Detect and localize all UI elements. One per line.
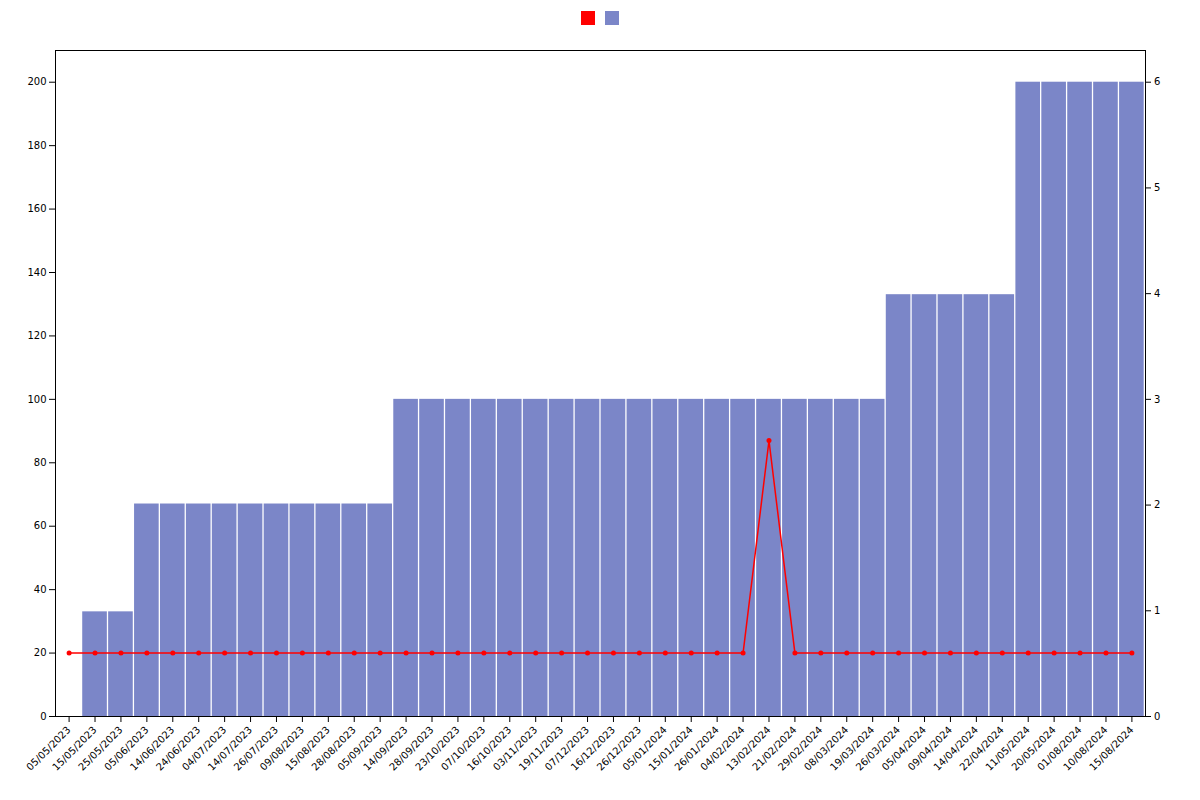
svg-text:1: 1 — [1154, 605, 1160, 616]
svg-text:04/02/2024: 04/02/2024 — [698, 724, 747, 773]
svg-text:10/08/2024: 10/08/2024 — [1061, 724, 1110, 773]
svg-text:26/07/2023: 26/07/2023 — [231, 724, 281, 773]
svg-text:6: 6 — [1154, 76, 1160, 87]
svg-text:80: 80 — [34, 457, 47, 468]
svg-text:21/02/2024: 21/02/2024 — [750, 724, 799, 773]
svg-text:07/12/2023: 07/12/2023 — [542, 724, 592, 773]
svg-text:0: 0 — [40, 711, 46, 722]
svg-text:180: 180 — [27, 140, 46, 151]
svg-text:09/04/2024: 09/04/2024 — [905, 724, 955, 773]
svg-text:28/09/2023: 28/09/2023 — [387, 724, 436, 773]
svg-text:08/03/2024: 08/03/2024 — [801, 724, 851, 773]
svg-text:11/05/2024: 11/05/2024 — [983, 724, 1032, 773]
svg-text:0: 0 — [1154, 711, 1160, 722]
svg-text:29/02/2024: 29/02/2024 — [776, 724, 825, 773]
svg-text:03/11/2023: 03/11/2023 — [490, 724, 540, 773]
svg-text:120: 120 — [27, 330, 46, 341]
svg-text:200: 200 — [27, 76, 46, 87]
svg-text:19/03/2024: 19/03/2024 — [827, 724, 877, 773]
svg-text:19/11/2023: 19/11/2023 — [516, 724, 566, 773]
svg-text:14/09/2023: 14/09/2023 — [361, 724, 410, 773]
svg-text:15/08/2023: 15/08/2023 — [283, 724, 332, 773]
svg-text:05/04/2024: 05/04/2024 — [879, 724, 929, 773]
svg-text:26/03/2024: 26/03/2024 — [853, 724, 903, 773]
svg-text:100: 100 — [27, 394, 46, 405]
svg-text:60: 60 — [34, 520, 47, 531]
svg-text:40: 40 — [34, 584, 47, 595]
svg-text:5: 5 — [1154, 182, 1160, 193]
svg-text:2: 2 — [1154, 499, 1160, 510]
svg-text:15/08/2024: 15/08/2024 — [1087, 724, 1136, 773]
svg-text:25/05/2023: 25/05/2023 — [76, 724, 125, 773]
svg-text:05/06/2023: 05/06/2023 — [102, 724, 151, 773]
svg-text:28/08/2023: 28/08/2023 — [309, 724, 358, 773]
svg-text:4: 4 — [1154, 288, 1160, 299]
svg-text:13/02/2024: 13/02/2024 — [724, 724, 773, 773]
svg-text:22/04/2024: 22/04/2024 — [957, 724, 1006, 773]
svg-text:16/12/2023: 16/12/2023 — [568, 724, 618, 773]
svg-text:3: 3 — [1154, 394, 1160, 405]
svg-text:01/08/2024: 01/08/2024 — [1035, 724, 1084, 773]
svg-text:05/01/2024: 05/01/2024 — [620, 724, 669, 773]
svg-text:14/07/2023: 14/07/2023 — [205, 724, 255, 773]
svg-text:140: 140 — [27, 267, 46, 278]
svg-text:24/06/2023: 24/06/2023 — [153, 724, 203, 773]
svg-text:05/05/2023: 05/05/2023 — [24, 724, 73, 773]
svg-text:14/04/2024: 14/04/2024 — [931, 724, 980, 773]
svg-text:20: 20 — [34, 647, 47, 658]
svg-text:07/10/2023: 07/10/2023 — [439, 724, 488, 773]
svg-text:14/06/2023: 14/06/2023 — [127, 724, 177, 773]
svg-text:16/10/2023: 16/10/2023 — [464, 724, 514, 773]
svg-text:20/05/2024: 20/05/2024 — [1009, 724, 1058, 773]
svg-text:04/07/2023: 04/07/2023 — [179, 724, 229, 773]
svg-text:15/05/2023: 15/05/2023 — [50, 724, 99, 773]
svg-text:15/01/2024: 15/01/2024 — [646, 724, 695, 773]
svg-text:23/10/2023: 23/10/2023 — [413, 724, 462, 773]
svg-text:26/12/2023: 26/12/2023 — [594, 724, 644, 773]
svg-text:09/08/2023: 09/08/2023 — [257, 724, 307, 773]
svg-text:05/09/2023: 05/09/2023 — [335, 724, 384, 773]
svg-text:26/01/2024: 26/01/2024 — [672, 724, 721, 773]
svg-text:160: 160 — [27, 203, 46, 214]
